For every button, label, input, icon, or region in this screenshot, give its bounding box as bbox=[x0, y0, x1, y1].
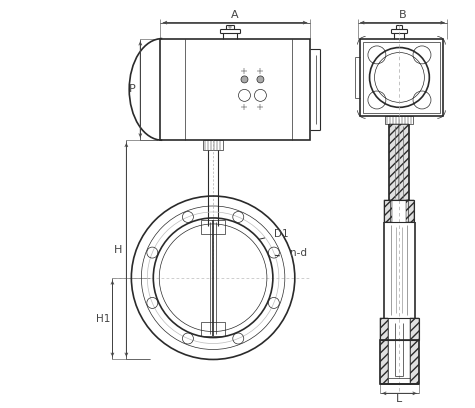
Text: B: B bbox=[399, 10, 406, 20]
Text: A: A bbox=[231, 10, 239, 20]
Bar bbox=[362, 42, 440, 113]
Bar bbox=[399, 124, 409, 200]
Text: H1: H1 bbox=[96, 314, 111, 324]
Bar bbox=[360, 39, 443, 116]
Bar bbox=[203, 140, 223, 150]
Bar bbox=[410, 317, 419, 339]
Bar bbox=[410, 339, 419, 384]
Bar bbox=[389, 317, 410, 339]
Text: H: H bbox=[114, 245, 123, 255]
Bar bbox=[384, 200, 414, 222]
Bar bbox=[389, 339, 410, 384]
Bar bbox=[380, 317, 419, 339]
Bar bbox=[380, 339, 419, 384]
Bar bbox=[390, 124, 399, 200]
Circle shape bbox=[241, 76, 248, 83]
Bar bbox=[380, 339, 389, 384]
Bar bbox=[390, 200, 408, 222]
Bar bbox=[201, 220, 225, 234]
Bar bbox=[201, 322, 225, 335]
Text: P: P bbox=[129, 84, 136, 94]
Bar bbox=[384, 200, 392, 222]
Bar bbox=[386, 116, 413, 124]
Text: L: L bbox=[396, 395, 403, 404]
Circle shape bbox=[257, 76, 264, 83]
Bar bbox=[160, 39, 310, 140]
Text: n-d: n-d bbox=[290, 248, 307, 258]
Text: D1: D1 bbox=[274, 229, 288, 239]
Bar bbox=[407, 200, 414, 222]
Bar bbox=[380, 317, 389, 339]
